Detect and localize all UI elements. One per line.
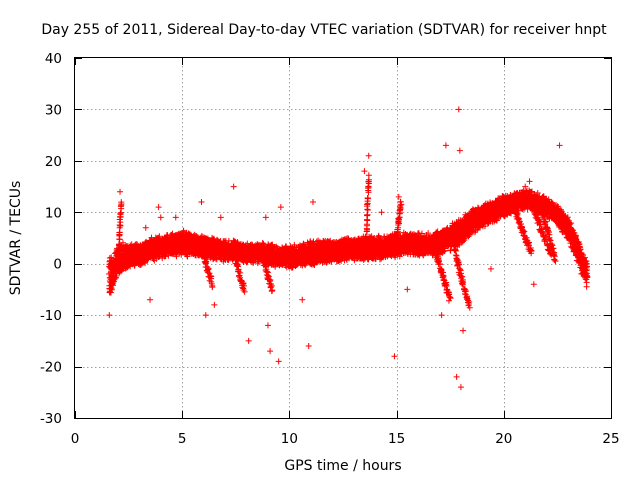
band-point [156,233,163,240]
band-point [107,289,114,296]
band-point [113,272,120,279]
band-point [131,262,138,269]
axis-ticks [75,58,612,419]
band-point [210,235,217,242]
band-point [106,254,113,261]
band-point [173,253,180,260]
band-point [184,253,191,260]
data-points [105,106,591,391]
grid-lines [75,58,611,418]
chart-title: Day 255 of 2011, Sidereal Day-to-day VTE… [41,22,607,38]
